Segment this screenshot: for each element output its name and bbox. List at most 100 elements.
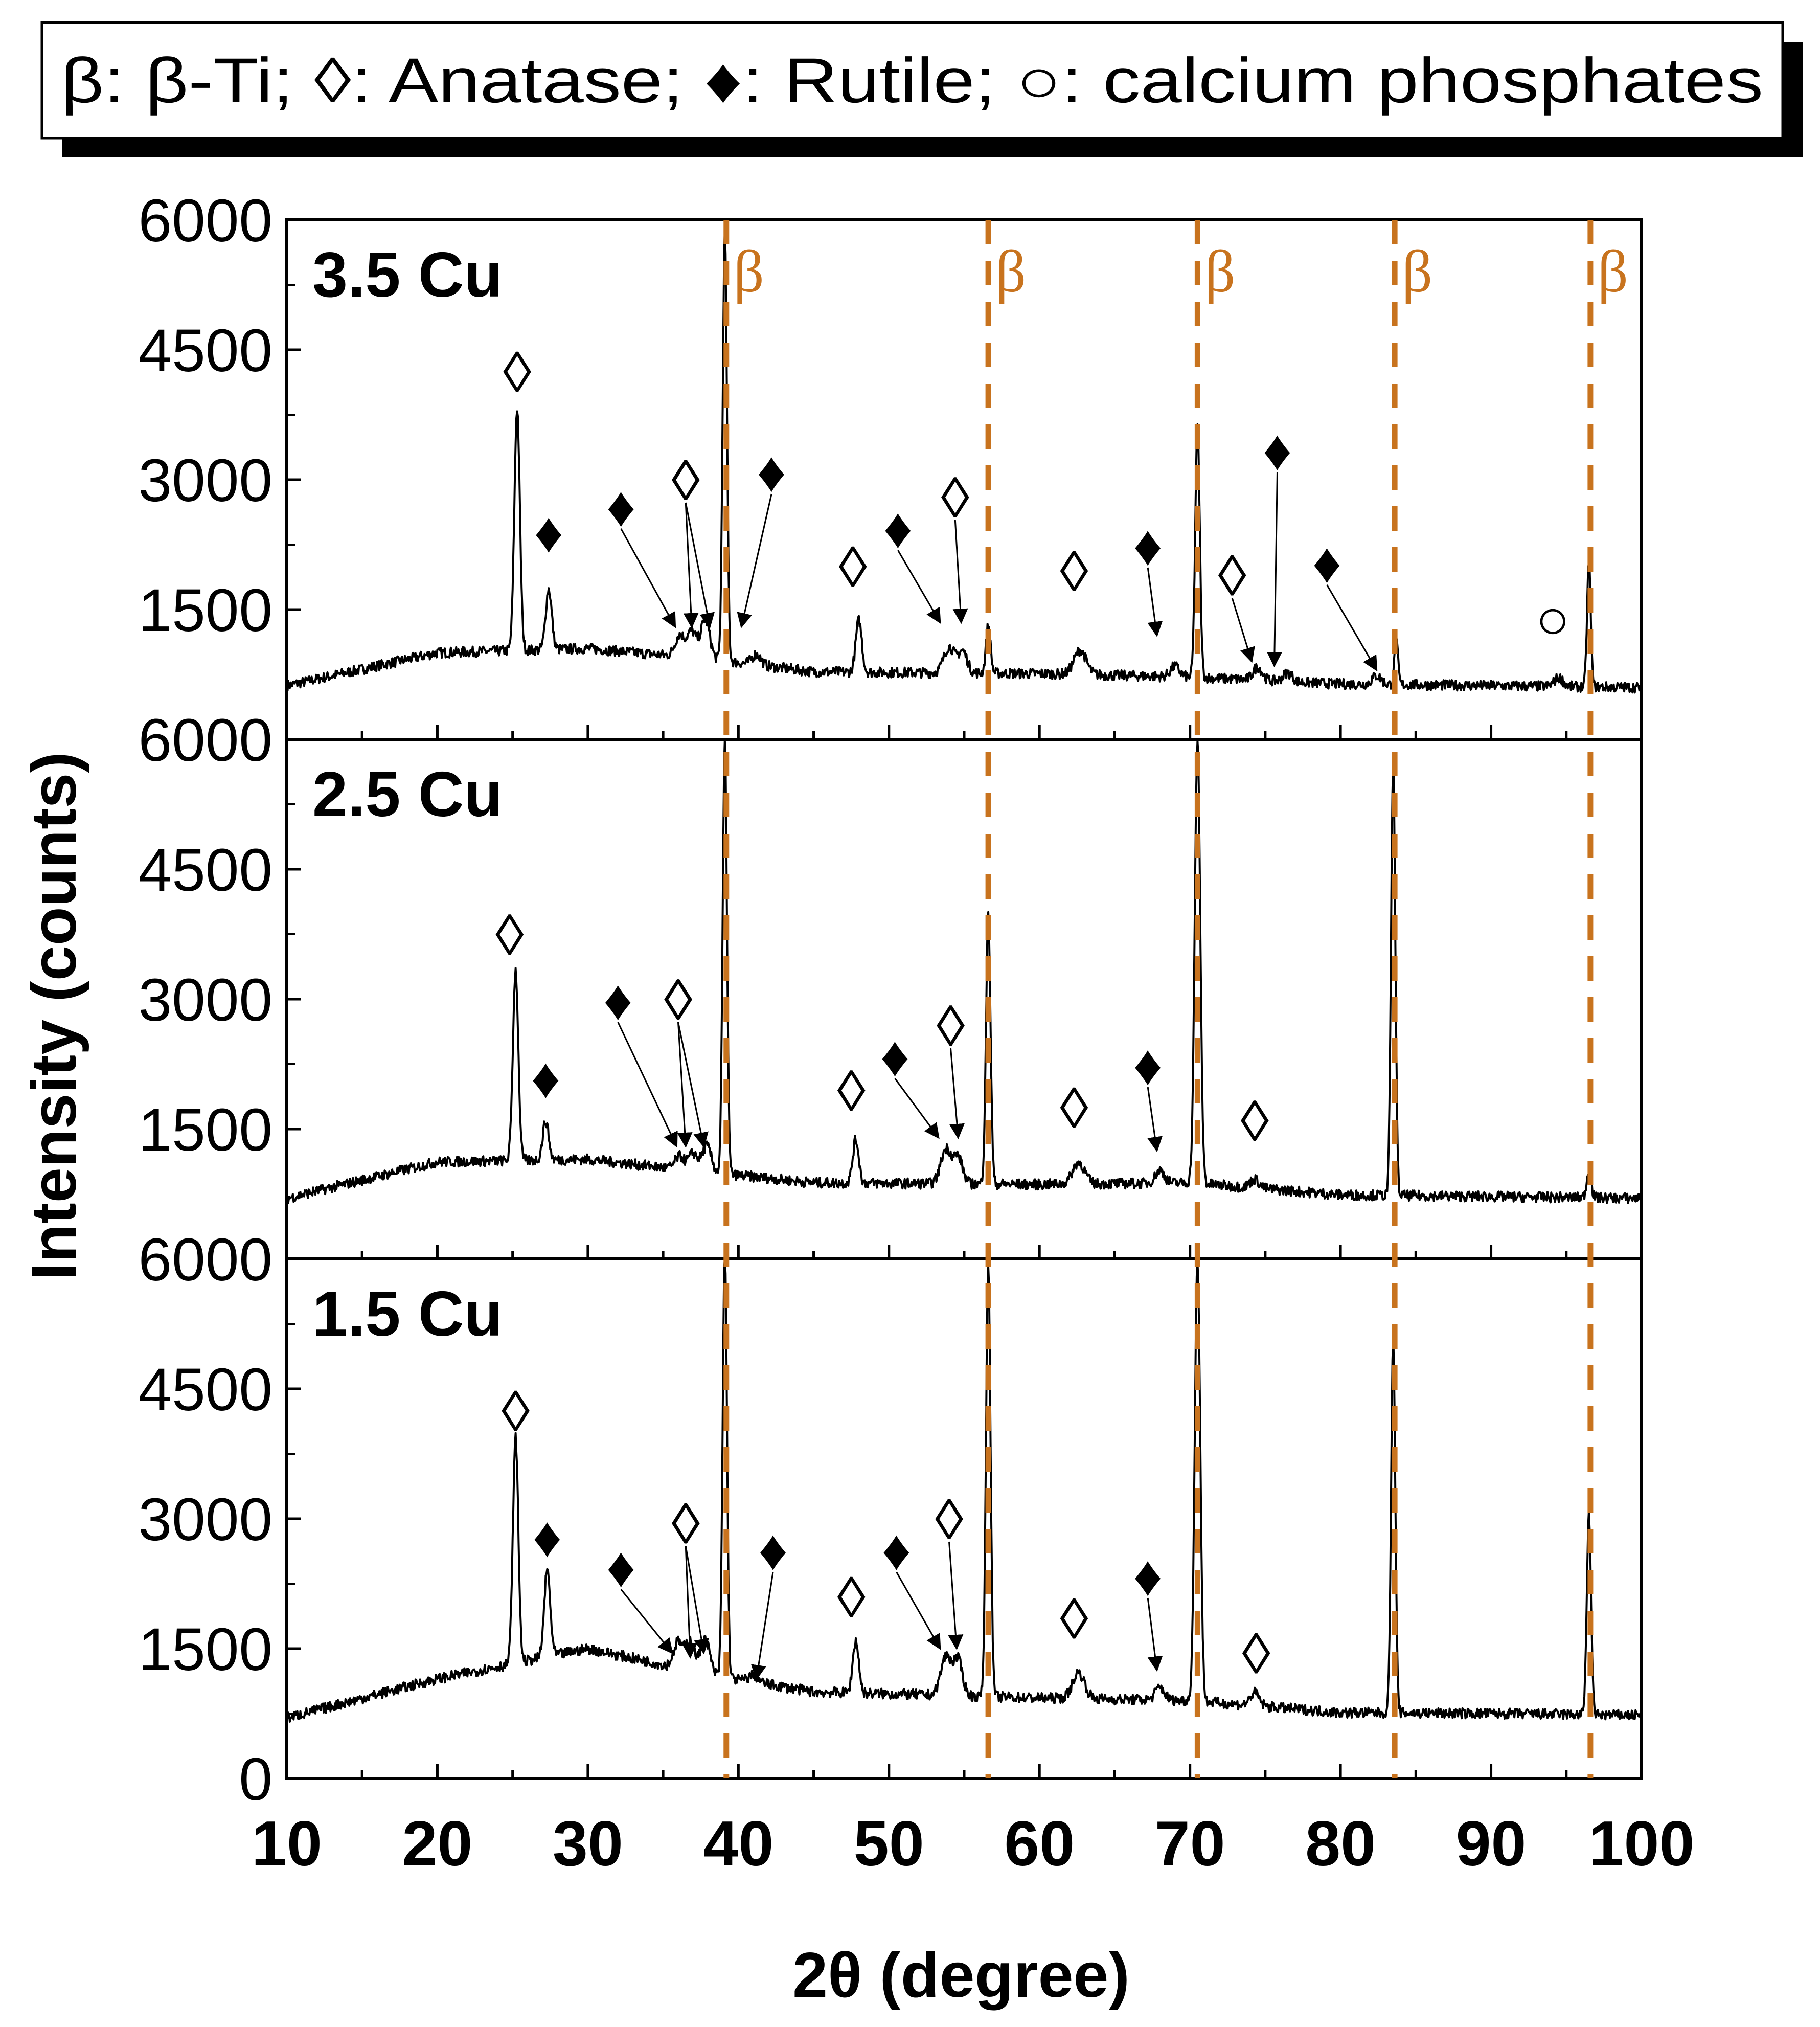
phase-arrow [617,1022,678,1148]
anatase-marker: ◊ [672,449,700,513]
legend-box [40,21,1784,140]
rutile-marker: ♦ [534,502,563,565]
x-tick-label: 20 [402,1809,472,1879]
rutile-marker: ♦ [1133,1545,1163,1608]
panel-label: 2.5 Cu [312,759,503,830]
calcium-phosphate-marker: ○ [1535,588,1570,651]
phase-arrow [620,1589,673,1654]
rutile-marker: ♦ [757,441,786,504]
y-tick-label: 3000 [138,1486,272,1553]
anatase-marker: ◊ [495,904,524,967]
phase-arrow [1147,1597,1163,1672]
phase-arrow [1231,597,1255,663]
rutile-marker: ♦ [1133,514,1163,578]
y-tick-label: 4500 [138,1356,272,1424]
panel-label: 1.5 Cu [312,1279,503,1349]
phase-arrow [894,1078,940,1139]
x-tick-label: 10 [252,1809,322,1879]
rutile-marker: ♦ [1263,419,1292,483]
x-tick-label: 80 [1305,1809,1376,1879]
rutile-marker: ♦ [1133,1034,1163,1097]
legend-text: β: β-Ti; ◊: Anatase; ♦: Rutile; ○: calci… [61,46,1763,116]
x-tick-label: 50 [854,1809,924,1879]
beta-label: β [995,238,1026,305]
phase-arrow [949,1048,965,1139]
x-axis-label: 2θ (degree) [792,1940,1130,2011]
anatase-marker: ◊ [672,1493,700,1556]
anatase-marker: ◊ [672,449,700,513]
series-line [286,739,1643,1204]
rutile-marker: ♦ [533,1506,562,1569]
phase-arrow [896,1571,941,1650]
beta-label: β [1204,238,1235,305]
y-axis-label: Intensity (counts) [19,752,89,1280]
x-tick-label: 70 [1155,1809,1225,1879]
x-tick-label: 100 [1589,1809,1695,1879]
phase-arrow [948,1541,964,1650]
anatase-marker: ◊ [664,969,693,1032]
y-tick-label: 3000 [138,966,272,1034]
anatase-marker: ◊ [1241,1090,1269,1154]
rutile-marker: ♦ [603,969,632,1032]
anatase-marker: ◊ [1060,540,1088,604]
y-tick-label: 6000 [138,1226,272,1294]
series-line [286,230,1643,694]
y-tick-label: 1500 [138,1096,272,1164]
series-line [286,1258,1643,1723]
anatase-marker: ◊ [837,1060,866,1123]
phase-arrow [682,1546,698,1659]
rutile-marker: ♦ [606,476,635,539]
y-tick-label: 0 [239,1746,272,1813]
phase-arrow [683,502,699,628]
anatase-marker: ◊ [837,1566,866,1630]
phase-arrow [620,528,676,628]
anatase-marker: ◊ [503,341,532,404]
y-tick-label: 3000 [138,447,272,514]
anatase-marker: ◊ [941,467,970,530]
x-tick-label: 60 [1004,1809,1075,1879]
anatase-marker: ◊ [1242,1623,1271,1686]
x-tick-label: 40 [703,1809,774,1879]
anatase-marker: ◊ [1060,1588,1088,1652]
rutile-marker: ♦ [758,1519,787,1582]
phase-arrow [685,1546,709,1655]
y-tick-label: 1500 [138,1616,272,1683]
phase-arrow [750,1572,774,1681]
anatase-marker: ◊ [502,1380,530,1444]
phase-arrow [1266,472,1282,668]
phase-arrow [677,1022,709,1148]
y-tick-label: 6000 [138,187,272,255]
rutile-marker: ♦ [880,1025,909,1089]
beta-label: β [1402,238,1432,305]
anatase-marker: ◊ [935,1489,964,1552]
x-ticks: 10 20 30 40 50 60 70 80 90 100 [252,1809,1694,1879]
anatase-marker: ◊ [672,1493,700,1556]
anatase-marker: ◊ [838,536,867,599]
phase-arrow [737,493,772,628]
anatase-marker: ◊ [1060,1077,1088,1141]
rutile-marker: ♦ [531,1047,560,1110]
beta-label: β [734,238,764,305]
y-tick-label: 1500 [138,577,272,644]
y-tick-label: 4500 [138,317,272,385]
phase-arrow [952,520,968,624]
anatase-marker: ◊ [1218,545,1246,608]
rutile-marker: ♦ [883,497,913,560]
phase-arrow [1147,1087,1163,1153]
anatase-marker: ◊ [664,969,693,1032]
phase-arrow [1147,567,1163,637]
y-tick-label: 6000 [138,707,272,774]
rutile-marker: ♦ [882,1519,911,1582]
beta-label: β [1598,238,1628,305]
phase-arrow [685,502,715,628]
y-tick-label: 4500 [138,837,272,904]
x-tick-label: 90 [1456,1809,1527,1879]
phase-arrow [677,1022,693,1148]
x-tick-label: 30 [553,1809,623,1879]
